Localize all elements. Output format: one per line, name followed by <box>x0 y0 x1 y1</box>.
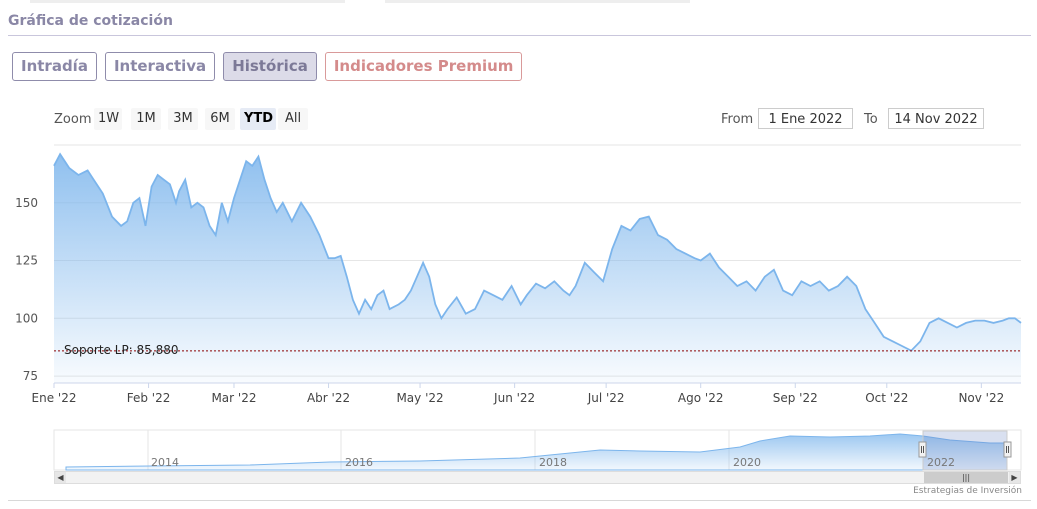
navigator-handle-left[interactable] <box>918 441 927 458</box>
y-axis-ticks: 75 100 125 150 <box>15 196 38 383</box>
navigator-area <box>65 433 1008 471</box>
navigator-mask-left <box>54 430 923 470</box>
navigator-scrollbar[interactable]: ◀ ||| ▶ <box>54 471 1021 484</box>
x-tick-label: Abr '22 <box>307 391 350 405</box>
navigator: 2014 2016 2018 2020 2022 <box>53 429 1022 471</box>
x-tick-label: Ene '22 <box>32 391 77 405</box>
x-tick-label: Oct '22 <box>865 391 908 405</box>
x-tick-label: Jun '22 <box>493 391 535 405</box>
from-label: From <box>721 112 754 127</box>
x-tick-label: Nov '22 <box>958 391 1004 405</box>
title-divider <box>8 35 1031 36</box>
tab-interactiva[interactable]: Interactiva <box>104 52 216 81</box>
tab-intradia[interactable]: Intradía <box>12 52 97 81</box>
price-area <box>54 154 1021 383</box>
to-date-input[interactable]: 14 Nov 2022 <box>888 108 984 129</box>
bottom-divider <box>8 500 1031 501</box>
topbar-stub-left <box>30 0 345 3</box>
navigator-selection[interactable] <box>922 430 1008 471</box>
chart-tabs: Intradía Interactiva Histórica Indicador… <box>12 52 523 81</box>
to-label: To <box>864 112 878 127</box>
zoom-1w-button[interactable]: 1W <box>94 108 122 130</box>
navigator-year-label: 2022 <box>927 456 955 469</box>
y-tick-label: 75 <box>23 369 38 383</box>
zoom-3m-button[interactable]: 3M <box>168 108 198 130</box>
x-tick-label: Jul '22 <box>587 391 625 405</box>
navigator-year-label: 2018 <box>539 456 567 469</box>
y-tick-label: 125 <box>15 254 38 268</box>
scrollbar-thumb[interactable]: ||| <box>924 472 1008 483</box>
x-tick-label: May '22 <box>396 391 443 405</box>
zoom-label: Zoom <box>54 112 92 127</box>
tab-indicadores-premium[interactable]: Indicadores Premium <box>324 52 523 81</box>
zoom-all-button[interactable]: All <box>278 108 308 130</box>
x-tick-label: Ago '22 <box>678 391 724 405</box>
navigator-year-label: 2014 <box>151 456 179 469</box>
chart-credit: Estrategias de Inversión <box>913 486 1022 496</box>
y-tick-label: 150 <box>15 196 38 210</box>
navigator-year-label: 2020 <box>733 456 761 469</box>
y-tick-label: 100 <box>15 311 38 325</box>
x-tick-label: Feb '22 <box>127 391 171 405</box>
zoom-ytd-button[interactable]: YTD <box>240 108 276 130</box>
zoom-6m-button[interactable]: 6M <box>205 108 235 130</box>
scroll-right-arrow-icon[interactable]: ▶ <box>1009 472 1020 483</box>
section-title: Gráfica de cotización <box>8 13 173 29</box>
topbar-stub-right <box>385 0 690 3</box>
x-tick-label: Mar '22 <box>211 391 256 405</box>
x-axis-ticks: Ene '22 Feb '22 Mar '22 Abr '22 May '22 Jun '… <box>32 383 1004 405</box>
zoom-1m-button[interactable]: 1M <box>131 108 161 130</box>
scroll-left-arrow-icon[interactable]: ◀ <box>55 472 66 483</box>
price-line <box>53 152 1022 352</box>
navigator-year-label: 2016 <box>345 456 373 469</box>
navigator-handle-right[interactable] <box>1003 441 1012 458</box>
navigator-year-labels: 2014 2016 2018 2020 2022 <box>151 456 955 469</box>
tab-historica[interactable]: Histórica <box>223 52 317 81</box>
support-label: Soporte LP: 85,880 <box>64 343 179 357</box>
from-date-input[interactable]: 1 Ene 2022 <box>758 108 853 129</box>
x-tick-label: Sep '22 <box>773 391 818 405</box>
